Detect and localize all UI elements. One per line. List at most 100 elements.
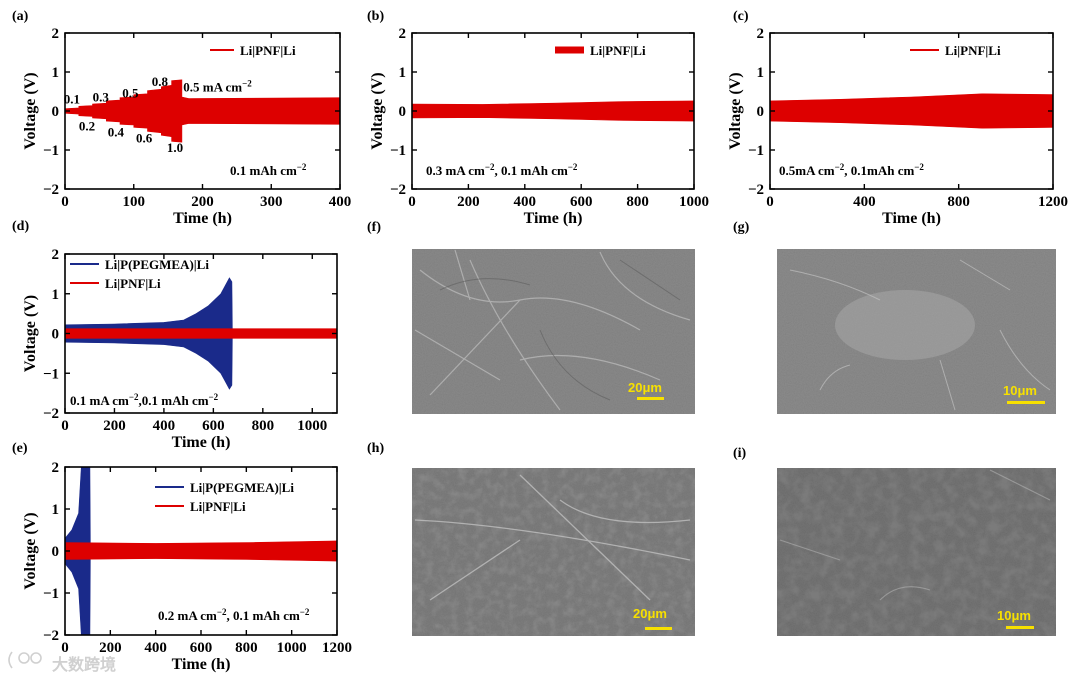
x-axis-title-a: Time (h) xyxy=(173,210,232,227)
plot-area-d xyxy=(65,277,337,390)
panel-label-i: (i) xyxy=(733,446,747,461)
plot-area-c xyxy=(770,93,1053,129)
rate-label-a-0: 0.1 xyxy=(64,91,80,106)
legend-label-c-0: Li|PNF|Li xyxy=(945,43,1001,58)
y-axis-title-e: Voltage (V) xyxy=(22,512,39,589)
x-axis-title-e: Time (h) xyxy=(172,656,231,673)
panel-label-b: (b) xyxy=(367,9,384,24)
condition-note-c: 0.5mA cm−2, 0.1mAh cm−2 xyxy=(779,162,924,178)
series-d-1 xyxy=(65,328,337,339)
x-tick-label-c-3: 1200 xyxy=(1038,194,1068,210)
y-tick-label-e-3: 1 xyxy=(52,502,60,518)
rate-label-a-6: 0.8 xyxy=(152,74,169,89)
plot-area-b xyxy=(412,100,694,122)
y-tick-label-d-2: 0 xyxy=(52,327,60,343)
plot-area-e xyxy=(65,467,337,635)
y-tick-label-a-0: −2 xyxy=(43,182,59,198)
x-tick-label-c-1: 400 xyxy=(853,194,876,210)
x-tick-label-e-1: 200 xyxy=(99,640,122,656)
series-a-0 xyxy=(65,79,340,143)
x-tick-label-b-1: 200 xyxy=(457,194,480,210)
scale-bar-f: 20μm xyxy=(628,380,662,395)
panel-label-c: (c) xyxy=(733,9,749,24)
y-tick-label-e-1: −1 xyxy=(43,586,59,602)
y-tick-label-d-0: −2 xyxy=(43,406,59,422)
series-e-1 xyxy=(65,540,337,562)
legend-label-d-0: Li|P(PEGMEA)|Li xyxy=(105,257,209,272)
y-tick-label-b-4: 2 xyxy=(399,26,407,42)
plot-area-a xyxy=(65,79,340,143)
x-tick-label-b-0: 0 xyxy=(408,194,416,210)
scale-bar-i: 10μm xyxy=(997,608,1031,623)
x-tick-label-b-4: 800 xyxy=(626,194,649,210)
y-tick-label-d-1: −1 xyxy=(43,366,59,382)
y-tick-label-b-0: −2 xyxy=(390,182,406,198)
x-tick-label-d-2: 400 xyxy=(153,418,176,434)
watermark-logo-icon xyxy=(8,651,42,669)
x-tick-label-b-5: 1000 xyxy=(679,194,709,210)
rate-label-a-8: 0.5 mA cm−2 xyxy=(183,79,252,95)
condition-note-b: 0.3 mA cm−2, 0.1 mAh cm−2 xyxy=(426,162,578,178)
panel-label-f: (f) xyxy=(367,220,381,235)
series-c-0 xyxy=(770,93,1053,129)
rate-label-a-3: 0.4 xyxy=(108,124,125,139)
scale-bar-h: 20μm xyxy=(633,606,667,621)
x-tick-label-a-3: 300 xyxy=(260,194,283,210)
x-tick-label-a-1: 100 xyxy=(123,194,146,210)
y-tick-label-c-2: 0 xyxy=(757,104,765,120)
x-tick-label-e-4: 800 xyxy=(235,640,258,656)
x-tick-label-c-2: 800 xyxy=(947,194,970,210)
y-tick-label-e-4: 2 xyxy=(52,460,60,476)
x-axis-title-d: Time (h) xyxy=(172,434,231,451)
x-tick-label-d-1: 200 xyxy=(103,418,126,434)
y-tick-label-c-4: 2 xyxy=(757,26,765,42)
rate-label-a-2: 0.3 xyxy=(93,89,110,104)
condition-note-d: 0.1 mA cm−2,0.1 mAh cm−2 xyxy=(70,392,219,408)
x-tick-label-e-6: 1200 xyxy=(322,640,352,656)
x-tick-label-c-0: 0 xyxy=(766,194,774,210)
sem-image-g: (g) 10μm xyxy=(733,220,1056,414)
y-tick-label-c-0: −2 xyxy=(748,182,764,198)
y-tick-label-c-3: 1 xyxy=(757,65,765,81)
x-tick-label-e-0: 0 xyxy=(61,640,69,656)
chart-panel-b: (b) 0 200 400 600 800 1000 −2 −1 0 1 2 Time (h) Volta… xyxy=(367,9,709,227)
panel-label-h: (h) xyxy=(367,441,384,456)
y-tick-label-a-2: 0 xyxy=(52,104,60,120)
y-tick-label-a-4: 2 xyxy=(52,26,60,42)
x-tick-label-e-2: 400 xyxy=(144,640,167,656)
x-axis-title-b: Time (h) xyxy=(524,210,583,227)
y-axis-title-a: Voltage (V) xyxy=(22,72,39,149)
sem-image-f: (f) 20μm xyxy=(367,220,695,414)
x-tick-label-e-3: 600 xyxy=(190,640,213,656)
watermark: 大数跨境 xyxy=(8,651,116,674)
chart-panel-d: (d) 0 200 400 600 800 1000 −2 −1 0 1 2 Time (h) Volta… xyxy=(12,219,338,451)
x-tick-label-e-5: 1000 xyxy=(277,640,307,656)
rate-label-a-1: 0.2 xyxy=(79,119,95,134)
panel-label-e: (e) xyxy=(12,441,28,456)
sem-image-h: (h) 20μm xyxy=(367,441,695,636)
watermark-text: 大数跨境 xyxy=(52,655,116,674)
x-tick-label-a-0: 0 xyxy=(61,194,69,210)
x-tick-label-d-4: 800 xyxy=(252,418,275,434)
chart-panel-e: (e) 0 200 400 600 800 1000 1200 −2 −1 0 1 2 Time (h) V… xyxy=(12,441,352,673)
panel-label-d: (d) xyxy=(12,219,29,234)
y-tick-label-b-2: 0 xyxy=(399,104,407,120)
x-tick-label-b-3: 600 xyxy=(570,194,593,210)
y-tick-label-a-1: −1 xyxy=(43,143,59,159)
rate-label-a-4: 0.5 xyxy=(122,85,139,100)
y-tick-label-e-0: −2 xyxy=(43,628,59,644)
y-tick-label-d-3: 1 xyxy=(52,287,60,303)
panel-label-a: (a) xyxy=(12,9,29,24)
y-axis-title-d: Voltage (V) xyxy=(22,295,39,372)
legend-label-e-0: Li|P(PEGMEA)|Li xyxy=(190,480,294,495)
y-tick-label-b-3: 1 xyxy=(399,65,407,81)
x-tick-label-d-0: 0 xyxy=(61,418,69,434)
x-axis-title-c: Time (h) xyxy=(882,210,941,227)
y-tick-label-e-2: 0 xyxy=(52,544,60,560)
sem-image-i: (i) 10μm xyxy=(733,446,1056,636)
y-tick-label-a-3: 1 xyxy=(52,65,60,81)
x-tick-label-a-2: 200 xyxy=(191,194,214,210)
x-tick-label-d-3: 600 xyxy=(202,418,225,434)
y-tick-label-d-4: 2 xyxy=(52,247,60,263)
